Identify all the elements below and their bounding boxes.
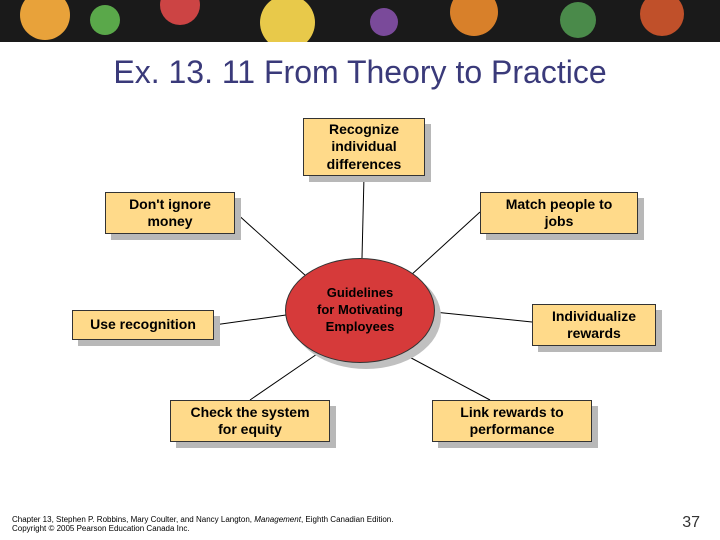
box-link-rewards: Link rewards to performance bbox=[432, 400, 592, 442]
diagram-area: Recognize individual differences Don't ig… bbox=[0, 100, 720, 480]
footer-copyright: Copyright © 2005 Pearson Education Canad… bbox=[12, 524, 190, 533]
footer-text-a: Chapter 13, Stephen P. Robbins, Mary Cou… bbox=[12, 515, 254, 524]
slide-title: Ex. 13. 11 From Theory to Practice bbox=[0, 54, 720, 91]
page-number: 37 bbox=[682, 514, 700, 532]
box-recognize: Recognize individual differences bbox=[303, 118, 425, 176]
center-oval: Guidelines for Motivating Employees bbox=[285, 258, 435, 363]
box-check-equity: Check the system for equity bbox=[170, 400, 330, 442]
footer-text-c: , Eighth Canadian Edition. bbox=[301, 515, 394, 524]
box-dont-ignore: Don't ignore money bbox=[105, 192, 235, 234]
box-individualize: Individualize rewards bbox=[532, 304, 656, 346]
box-match: Match people to jobs bbox=[480, 192, 638, 234]
box-use-recognition: Use recognition bbox=[72, 310, 214, 340]
decorative-banner bbox=[0, 0, 720, 42]
footer-citation: Chapter 13, Stephen P. Robbins, Mary Cou… bbox=[12, 515, 393, 534]
footer-text-b: Management bbox=[254, 515, 301, 524]
